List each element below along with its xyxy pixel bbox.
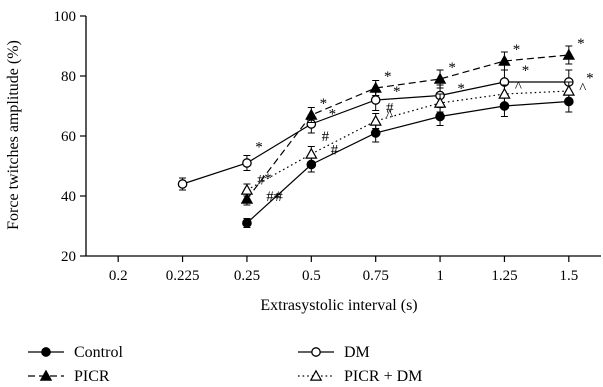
data-point xyxy=(433,96,447,108)
significance-asterisk: * xyxy=(522,63,530,79)
data-point xyxy=(370,128,381,138)
data-point xyxy=(369,81,382,93)
significance-hash: # xyxy=(275,189,283,205)
x-tick-label: 0.225 xyxy=(166,268,200,284)
significance-asterisk: * xyxy=(320,96,328,112)
legend-item-control: Control xyxy=(28,344,123,361)
data-point xyxy=(242,158,252,168)
y-tick-label: 100 xyxy=(54,9,77,25)
annotation-layer: **#*# #**##**#^****^**^ xyxy=(255,36,593,207)
y-axis-label: Force twitches amplitude (%) xyxy=(5,40,22,230)
legend-item-picr-dm: PICR + DM xyxy=(298,368,422,385)
x-tick-label: 0.5 xyxy=(302,268,321,284)
x-tick-label: 0.2 xyxy=(109,268,128,284)
series-picr-dm xyxy=(240,81,576,197)
legend-item-dm: DM xyxy=(298,344,370,361)
legend-label: PICR xyxy=(74,368,110,385)
legend-marker xyxy=(39,369,53,381)
axes: 20 40 60 80 100 0.2 0.225 0.25 0.5 0.75 1 1.25 1.5 xyxy=(54,9,601,284)
data-point xyxy=(562,84,576,96)
significance-hash: # xyxy=(257,173,265,189)
series-line xyxy=(246,90,569,191)
data-point xyxy=(562,48,576,60)
legend-label: DM xyxy=(344,344,370,361)
data-point xyxy=(435,111,445,122)
legend-label: Control xyxy=(74,344,123,361)
legend: Control DM PICR PICR + DM xyxy=(28,344,422,385)
x-tick-label: 1.5 xyxy=(559,268,578,284)
significance-asterisk: * xyxy=(393,84,401,100)
significance-asterisk: * xyxy=(457,81,465,97)
x-tick-label: 1.25 xyxy=(491,268,517,284)
data-point xyxy=(242,218,252,228)
data-point xyxy=(498,54,511,66)
significance-caret: ^ xyxy=(386,108,393,124)
significance-hash: # xyxy=(331,143,339,159)
data-point xyxy=(177,179,188,189)
y-tick-label: 40 xyxy=(61,189,76,205)
series-line xyxy=(246,100,569,224)
significance-asterisk: * xyxy=(273,191,281,207)
legend-marker xyxy=(309,369,323,381)
significance-hash: # xyxy=(386,101,394,117)
legend-marker xyxy=(41,347,51,357)
significance-asterisk: * xyxy=(513,42,521,58)
significance-asterisk: * xyxy=(586,71,594,87)
data-point xyxy=(305,147,318,159)
series-layer xyxy=(177,45,576,228)
significance-caret: ^ xyxy=(579,81,586,97)
x-axis-label: Extrasystolic interval (s) xyxy=(260,297,417,314)
data-point xyxy=(369,114,382,126)
x-tick-label: 0.75 xyxy=(363,268,389,284)
data-point xyxy=(433,72,447,84)
significance-asterisk: * xyxy=(255,140,263,156)
series-picr xyxy=(240,45,576,206)
series-line xyxy=(246,54,569,200)
significance-asterisk: * xyxy=(577,36,585,52)
significance-hash: # xyxy=(322,129,330,145)
significance-asterisk: * xyxy=(329,107,337,123)
significance-asterisk: * xyxy=(264,171,272,187)
y-tick-label: 20 xyxy=(61,249,76,265)
data-point xyxy=(305,108,318,120)
significance-hash: # xyxy=(266,189,274,205)
data-point xyxy=(240,183,254,195)
data-point xyxy=(498,87,511,99)
y-tick-label: 80 xyxy=(61,69,76,85)
legend-label: PICR + DM xyxy=(344,368,422,385)
x-tick-label: 0.25 xyxy=(234,268,260,284)
significance-asterisk: * xyxy=(384,69,392,85)
series-control xyxy=(242,90,574,228)
data-point xyxy=(370,95,381,105)
legend-marker xyxy=(311,347,321,357)
legend-item-picr: PICR xyxy=(28,368,110,385)
data-point xyxy=(240,192,254,204)
x-tick-label: 1 xyxy=(436,268,444,284)
y-tick-label: 60 xyxy=(61,129,76,145)
significance-caret: ^ xyxy=(515,80,522,96)
significance-asterisk: * xyxy=(448,60,456,76)
